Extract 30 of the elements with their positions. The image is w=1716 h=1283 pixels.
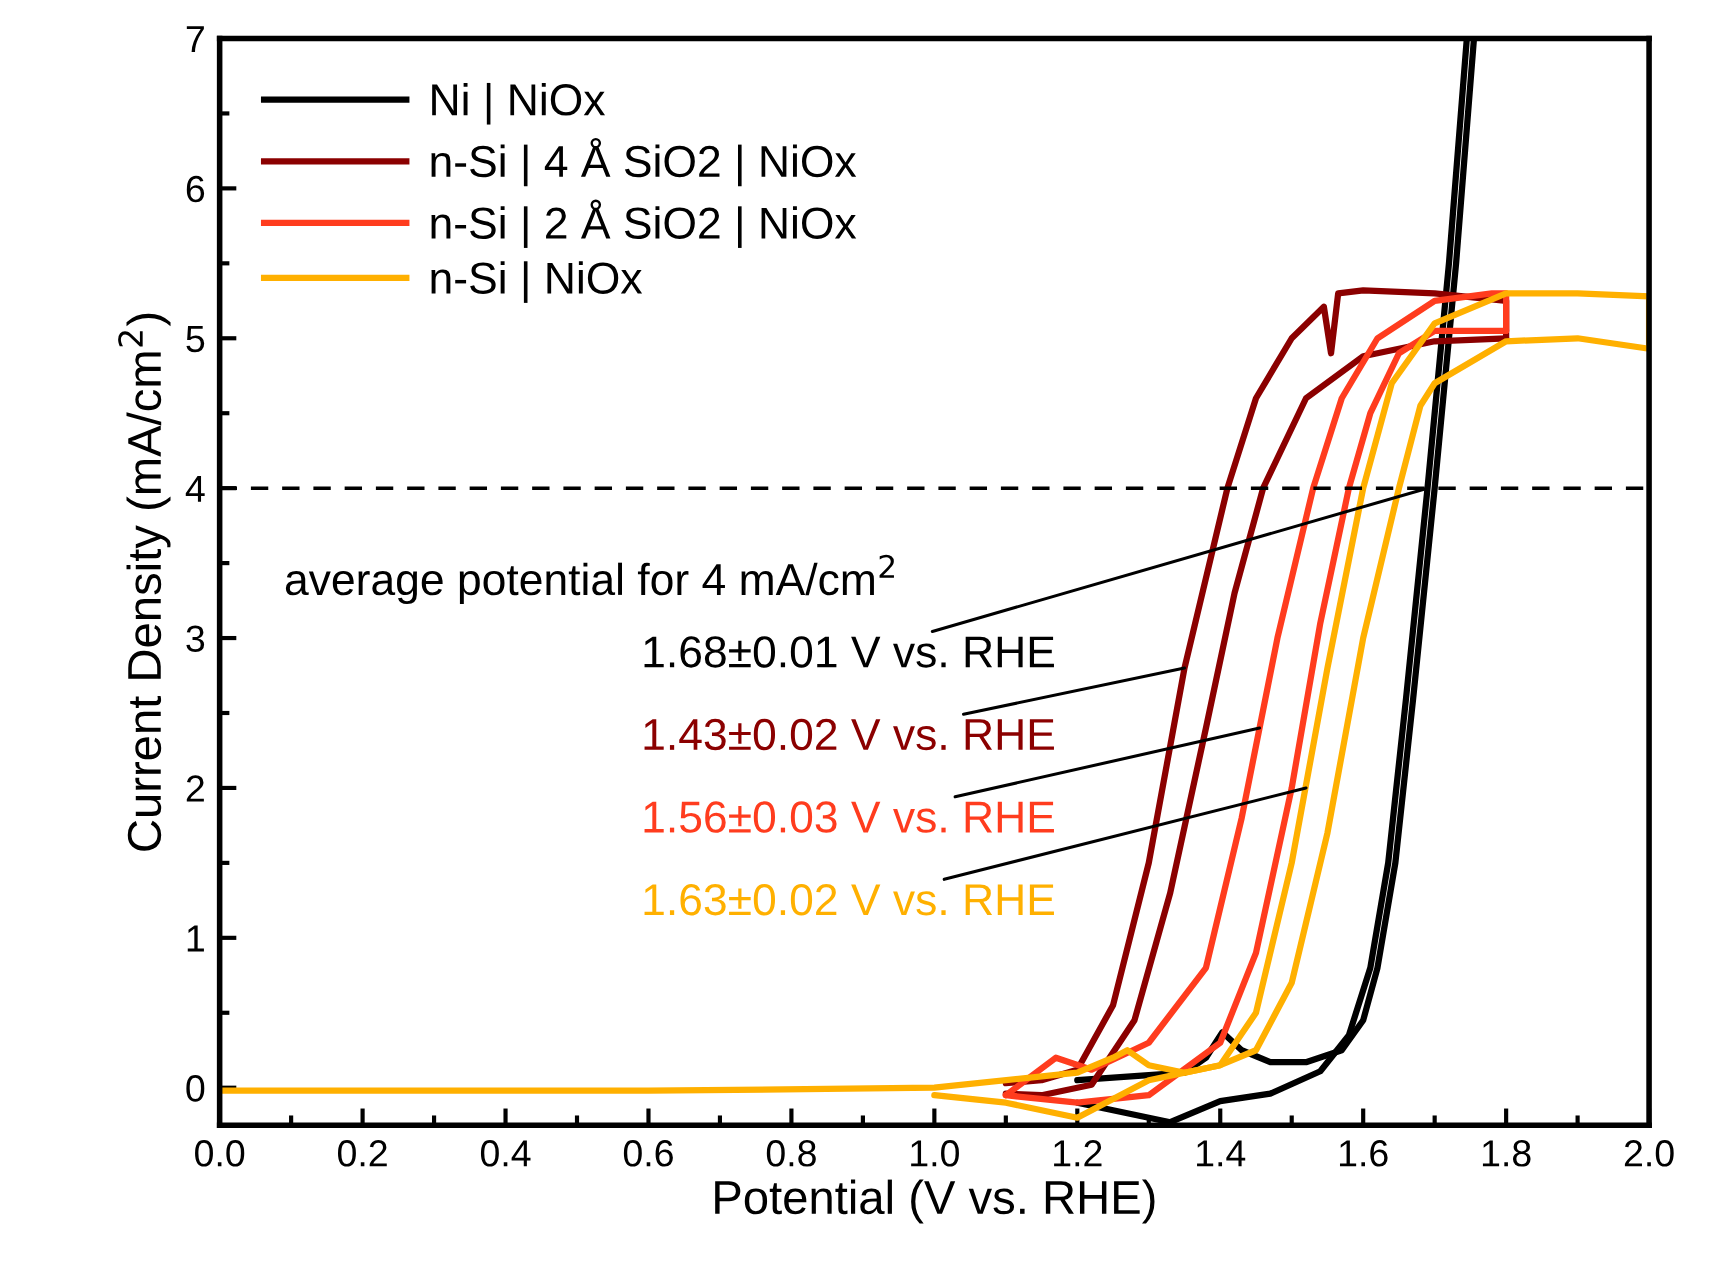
x-tick-label: 1.0 <box>911 1140 959 1167</box>
y-tick-label: 0 <box>186 1075 205 1102</box>
x-tick-label: 1.4 <box>1197 1140 1246 1167</box>
annotation: average potential for 4 mA/cm$^{2}$ <box>285 554 894 605</box>
annotation: 1.63±0.02 V vs. RHE <box>644 883 1054 916</box>
y-tick-label: 6 <box>186 175 205 203</box>
x-tick-label: 1.2 <box>1054 1140 1102 1167</box>
x-tick-label: 0.2 <box>337 1140 387 1167</box>
y-tick-label: 2 <box>186 775 204 802</box>
x-axis-title: Potential (V vs. RHE) <box>715 1179 1155 1224</box>
x-tick-label: 0.6 <box>623 1140 673 1167</box>
x-tick-label: 1.8 <box>1482 1140 1531 1167</box>
x-tick-label: 0.4 <box>480 1140 531 1167</box>
y-axis-title: Current Density (mA/cm$^{2}$) <box>118 313 171 851</box>
y-tick-label: 7 <box>186 26 204 53</box>
x-tick-label: 0.0 <box>195 1140 245 1167</box>
legend-label: n-Si | 2 Å SiO2 | NiOx <box>431 199 857 248</box>
legend-label: n-Si | NiOx <box>431 261 643 303</box>
y-tick-label: 5 <box>186 326 205 353</box>
y-tick-label: 4 <box>185 475 205 502</box>
x-tick-label: 2.0 <box>1624 1140 1674 1167</box>
x-tick-label: 1.6 <box>1339 1140 1388 1167</box>
y-tick-label: 1 <box>187 925 204 952</box>
annotation: 1.68±0.01 V vs. RHE <box>644 636 1054 668</box>
annotation: 1.56±0.03 V vs. RHE <box>644 801 1054 833</box>
y-tick-label: 3 <box>186 625 205 653</box>
x-tick-label: 0.8 <box>766 1140 816 1167</box>
legend-label: Ni | NiOx <box>432 82 606 125</box>
annotation: 1.43±0.02 V vs. RHE <box>644 718 1054 751</box>
legend-label: n-Si | 4 Å SiO2 | NiOx <box>431 137 857 187</box>
